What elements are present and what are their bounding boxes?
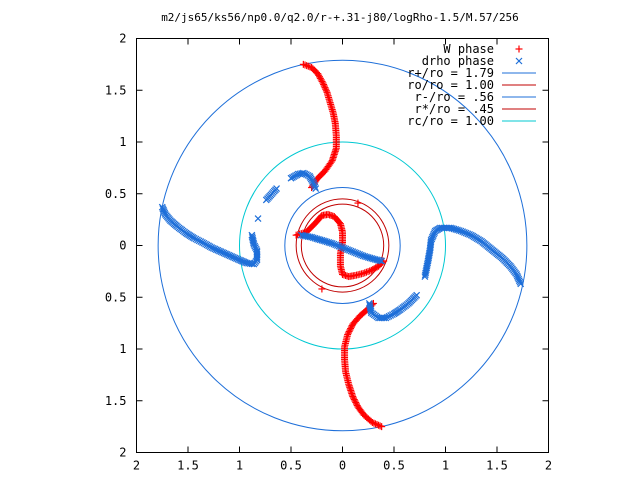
x-tick-label: 0.5	[280, 459, 302, 473]
w-phase-point	[320, 82, 328, 90]
w-phase-point	[347, 323, 355, 331]
w-phase-point	[352, 400, 360, 408]
y-tick-label: 2	[119, 446, 126, 460]
w-phase-point	[321, 84, 329, 92]
w-phase-point	[320, 81, 328, 89]
w-phase-point	[378, 423, 386, 431]
drho-phase-point	[248, 233, 256, 241]
x-tick-label: 0	[339, 459, 346, 473]
w-phase-point	[346, 326, 354, 334]
series-layer	[158, 60, 525, 431]
drho-phase-point	[378, 257, 386, 265]
radius-circle	[157, 59, 528, 432]
w-phase-point	[315, 73, 323, 81]
radius-circle	[295, 198, 390, 293]
w-phase-point	[318, 77, 326, 85]
w-phase-point	[319, 79, 327, 87]
w-phase-point	[316, 74, 324, 82]
radius-circle	[300, 203, 385, 288]
w-phase-point	[314, 70, 322, 78]
drho-phase-point	[248, 231, 256, 239]
w-phase-point	[375, 421, 383, 429]
w-phase-point	[350, 394, 358, 402]
drho-phase-point	[254, 215, 262, 223]
y-tick-label: 1.5	[105, 394, 127, 408]
legend-swatch	[515, 45, 523, 53]
drho-phase-point	[517, 280, 525, 288]
w-phase-point	[347, 325, 355, 333]
legend-swatch	[515, 57, 523, 65]
w-phase-point	[349, 393, 357, 401]
w-phase-point	[322, 87, 330, 95]
x-tick-label: 0.5	[383, 459, 405, 473]
drho-phase-point	[516, 278, 524, 286]
y-tick-label: 1	[119, 342, 126, 356]
x-tick-label: 1	[442, 459, 449, 473]
legend-label: r*/ro = .45	[415, 102, 494, 116]
y-tick-label: 1	[119, 135, 126, 149]
w-phase-point	[315, 71, 323, 79]
x-tick-label: 1	[236, 459, 243, 473]
axes-layer: 2 1.5 1 0.5 0 0.5 1 1.5 221.510.500.511.52	[105, 32, 552, 473]
y-tick-label: 0.5	[105, 290, 127, 304]
y-tick-label: 0	[119, 239, 126, 253]
w-phase-point	[361, 269, 369, 277]
w-phase-point	[299, 60, 307, 68]
w-phase-point	[317, 76, 325, 84]
w-phase-point	[368, 418, 376, 426]
legend-label: r-/ro = .56	[415, 90, 494, 104]
w-phase-point	[373, 421, 381, 429]
w-phase-point	[376, 422, 384, 430]
x-tick-label: 1.5	[177, 459, 199, 473]
legend-label: drho phase	[422, 54, 494, 68]
w-phase-point	[350, 396, 358, 404]
w-phase-point	[370, 419, 378, 427]
w-phase-point	[349, 320, 357, 328]
drho-phase-point	[413, 291, 421, 299]
drho-phase-point	[376, 257, 384, 265]
drho-phase-point	[312, 185, 320, 192]
w-phase-point	[351, 397, 359, 405]
radius-circle	[284, 187, 401, 304]
w-phase-point	[366, 267, 374, 275]
w-phase-point	[345, 328, 353, 336]
y-tick-label: 1.5	[105, 83, 127, 97]
x-tick-label: 1.5	[486, 459, 508, 473]
legend-label: ro/ro = 1.00	[407, 78, 494, 92]
w-phase-point	[352, 399, 360, 407]
legend-label: W phase	[443, 42, 494, 56]
w-phase-point	[371, 420, 379, 428]
drho-phase-point	[311, 183, 319, 191]
w-phase-point	[318, 285, 326, 293]
w-phase-point	[344, 329, 352, 337]
w-phase-point	[303, 62, 311, 70]
chart-title: m2/js65/ks56/np0.0/q2.0/r-+.31-j80/logRh…	[161, 11, 519, 24]
x-tick-label: 2	[545, 459, 552, 473]
legend-label: r+/ro = 1.79	[407, 66, 494, 80]
w-phase-point	[348, 322, 356, 330]
x-tick-label: 2	[133, 459, 140, 473]
y-tick-label: 2	[119, 32, 126, 46]
w-phase-point	[301, 61, 309, 69]
w-phase-point	[354, 199, 362, 207]
w-phase-point	[364, 268, 372, 276]
w-phase-point	[362, 268, 370, 276]
y-tick-label: 0.5	[105, 187, 127, 201]
w-phase-point	[304, 62, 312, 70]
drho-phase-point	[273, 185, 281, 192]
w-phase-point	[359, 269, 367, 277]
w-phase-point	[322, 85, 330, 93]
legend-label: rc/ro = 1.00	[407, 114, 494, 128]
